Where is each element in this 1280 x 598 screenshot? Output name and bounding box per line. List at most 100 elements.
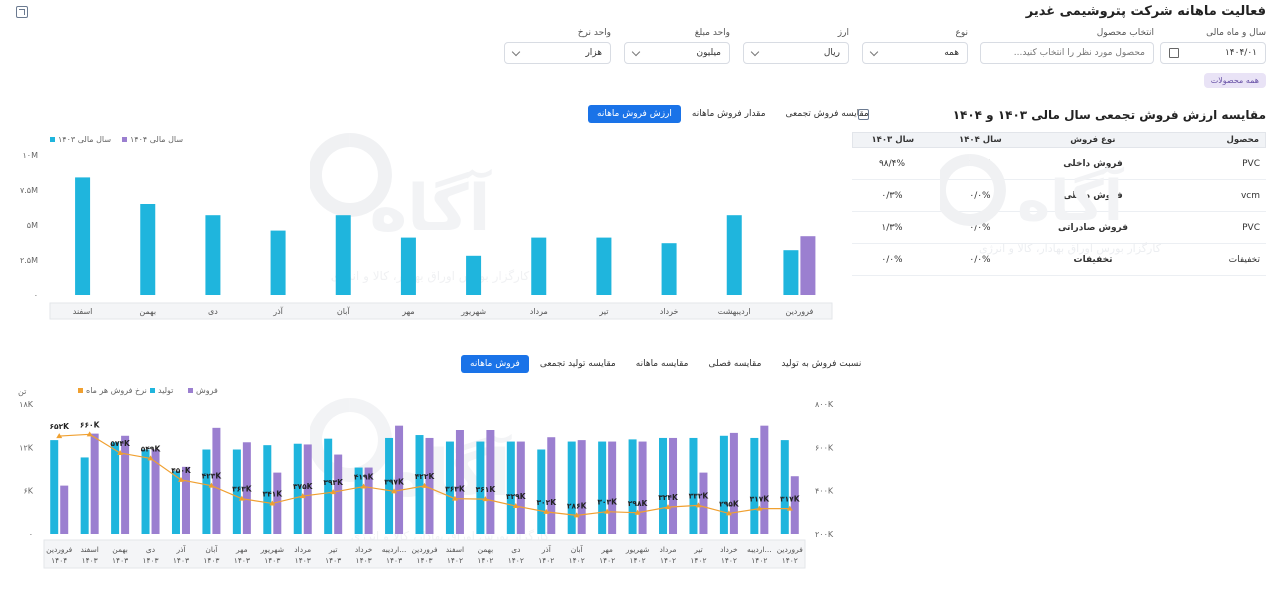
x-tick-year: ۱۴۰۲	[630, 556, 646, 565]
bar-sales	[151, 449, 160, 534]
rate-data-label: ۶۵۲K	[49, 422, 70, 431]
tab-cumulative-production[interactable]: مقایسه تولید تجمعی	[539, 359, 616, 369]
bar-sales	[516, 441, 525, 534]
tab-monthly-sales[interactable]: فروش ماهانه	[461, 355, 529, 373]
x-tick-month: اردیبه...	[382, 545, 407, 554]
y-left-unit: تن	[18, 387, 26, 396]
table-row: تخفیفات تخفیفات ۰/۰% ۰/۰%	[852, 244, 1266, 276]
filter-label: ارز	[837, 28, 849, 38]
rate-point	[665, 504, 672, 510]
rate-point	[269, 500, 276, 506]
tab-monthly-sales-value[interactable]: ارزش فروش ماهانه	[588, 105, 681, 123]
filter-fiscal-date: سال و ماه مالی ۱۴۰۴/۰۱	[1160, 28, 1266, 64]
tab-sales-to-production-ratio[interactable]: نسبت فروش به تولید	[781, 359, 862, 369]
x-tick-month: بهمن	[112, 545, 128, 554]
bar-sales	[395, 425, 404, 534]
cell-product: تخفیفات	[1228, 254, 1260, 265]
export-icon[interactable]	[16, 6, 28, 18]
type-select-value: همه	[944, 48, 959, 58]
x-tick-year: ۱۴۰۳	[234, 556, 250, 565]
rate-point	[177, 476, 184, 482]
rate-point	[391, 488, 398, 494]
x-tick-label: اردیبهشت	[718, 307, 751, 316]
x-tick-month: فروردین	[46, 545, 73, 554]
product-search-input[interactable]: محصول مورد نظر را انتخاب کنید...	[980, 42, 1154, 64]
table-row: vcm فروش داخلی ۰/۰% ۰/۳%	[852, 180, 1266, 212]
amount-unit-select[interactable]: میلیون	[624, 42, 730, 64]
export-icon[interactable]	[858, 109, 869, 120]
bar-production	[50, 440, 59, 534]
x-tick-year: ۱۴۰۳	[356, 556, 372, 565]
bar-sales	[638, 441, 647, 534]
tab-seasonal-comparison[interactable]: مقایسه فصلی	[708, 359, 762, 369]
x-tick-year: ۱۴۰۳	[295, 556, 311, 565]
legend-swatch	[150, 388, 155, 393]
bar-production	[385, 437, 394, 534]
bar-production	[598, 441, 607, 534]
bar-production	[263, 445, 272, 534]
x-tick-label: مهر	[401, 307, 414, 316]
bar-sales	[273, 472, 282, 534]
filter-rate-unit: واحد نرخ هزار	[504, 28, 611, 64]
bottom-chart-tabs: فروش ماهانه مقایسه تولید تجمعی مقایسه ما…	[461, 355, 870, 373]
table-row: PVC فروش داخلی ۱۰۰% ۹۸/۴%	[852, 148, 1266, 180]
bar-production	[232, 449, 241, 534]
x-tick-month: مرداد	[660, 545, 677, 554]
x-axis-band	[43, 539, 806, 569]
cell-year-1403: ۰/۳%	[881, 190, 903, 201]
x-tick-month: مرداد	[294, 545, 311, 554]
x-tick-month: تیر	[328, 545, 338, 554]
rate-data-label: ۴۵۰K	[171, 466, 192, 475]
rate-data-label: ۵۴۹K	[141, 444, 162, 453]
cell-year-1403: ۹۸/۴%	[878, 158, 906, 169]
x-tick-month: آبان	[571, 544, 584, 554]
rate-data-label: ۴۱۹K	[354, 473, 375, 482]
all-products-badge[interactable]: همه محصولات	[1203, 73, 1266, 88]
bar-production	[80, 457, 89, 534]
x-tick-month: شهریور	[625, 545, 649, 554]
rate-point	[756, 505, 763, 511]
legend-swatch	[50, 137, 55, 142]
x-tick-month: آذر	[175, 544, 186, 554]
x-tick-month: اسفند	[446, 545, 464, 554]
tab-cumulative-sales-comparison[interactable]: مقایسه فروش تجمعی	[785, 109, 869, 119]
legend-swatch	[188, 388, 193, 393]
bar-1403	[726, 215, 742, 295]
tab-monthly-sales-quantity[interactable]: مقدار فروش ماهانه	[691, 109, 766, 119]
rate-data-label: ۳۲۹K	[506, 492, 527, 501]
x-tick-label: آذر	[272, 306, 283, 316]
cell-year-1403: ۰/۰%	[881, 254, 903, 265]
fiscal-date-input[interactable]: ۱۴۰۴/۰۱	[1160, 42, 1266, 64]
bar-production	[415, 435, 424, 534]
y-right-tick-label: ۶۰۰K	[815, 443, 834, 452]
rate-data-label: ۳۰۲K	[536, 498, 557, 507]
x-tick-month: آبان	[205, 544, 218, 554]
rate-unit-select[interactable]: هزار	[504, 42, 611, 64]
bar-sales	[729, 432, 738, 534]
bar-1403	[596, 237, 612, 295]
filter-label: سال و ماه مالی	[1206, 28, 1266, 38]
x-tick-year: ۱۴۰۴	[51, 556, 67, 565]
x-tick-year: ۱۴۰۲	[569, 556, 585, 565]
bar-production	[659, 437, 668, 534]
x-tick-month: فروردین	[777, 545, 804, 554]
rate-data-label: ۳۴۱K	[263, 489, 284, 498]
x-tick-month: تیر	[693, 545, 703, 554]
rate-point	[634, 509, 641, 515]
x-tick-year: ۱۴۰۲	[477, 556, 493, 565]
type-select[interactable]: همه	[862, 42, 968, 64]
x-tick-month: بهمن	[478, 545, 494, 554]
x-tick-month: اردیبه...	[747, 545, 772, 554]
x-tick-year: ۱۴۰۲	[721, 556, 737, 565]
tab-monthly-comparison[interactable]: مقایسه ماهانه	[635, 359, 689, 369]
currency-select[interactable]: ریال	[743, 42, 849, 64]
bar-production	[567, 441, 576, 534]
cell-year-1404: ۰/۰%	[969, 254, 991, 265]
x-tick-year: ۱۴۰۳	[112, 556, 128, 565]
calendar-icon[interactable]	[1169, 48, 1179, 58]
x-tick-year: ۱۴۰۳	[142, 556, 158, 565]
rate-point	[208, 482, 215, 488]
bar-1403	[205, 215, 221, 295]
bar-sales	[212, 427, 221, 534]
cell-year-1403: ۱/۳%	[881, 222, 903, 233]
